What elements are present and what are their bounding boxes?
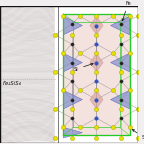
Text: Fe: Fe [122,1,131,21]
Polygon shape [63,127,82,138]
Bar [0,6,58,143]
Polygon shape [110,90,129,109]
Text: Si: Si [73,63,93,72]
Polygon shape [110,16,129,35]
Bar [63,14,129,135]
Polygon shape [90,53,103,72]
Polygon shape [110,53,129,72]
Polygon shape [63,90,82,109]
Polygon shape [90,90,103,109]
Polygon shape [63,53,82,72]
Polygon shape [63,16,82,35]
Polygon shape [90,16,103,35]
Text: Fe₂SiS₄: Fe₂SiS₄ [3,81,21,86]
Text: S: S [132,129,144,140]
Bar [55,6,138,143]
